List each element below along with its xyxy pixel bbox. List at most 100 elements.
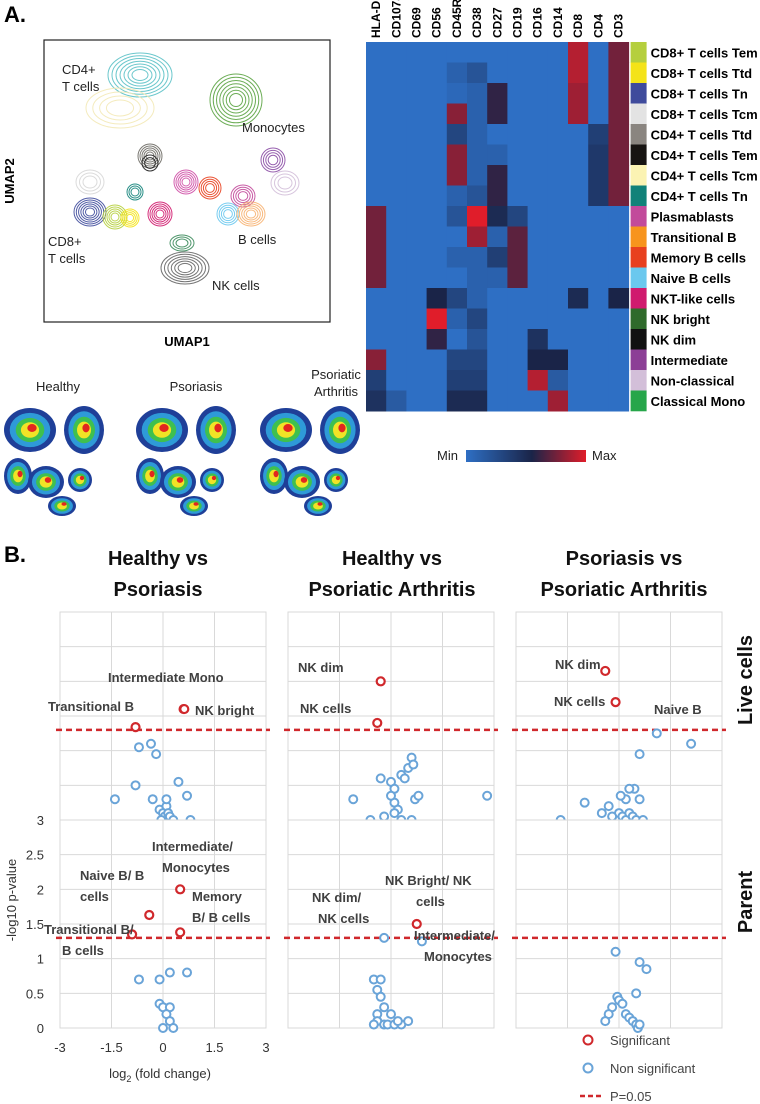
heatmap-cell <box>568 83 589 104</box>
heatmap-cell <box>527 124 549 145</box>
heatmap-cell <box>608 124 630 145</box>
heatmap-cell <box>547 226 569 248</box>
heatmap-marker-cd19: CD19 <box>511 7 525 38</box>
heatmap-marker-cd4: CD4 <box>591 14 605 38</box>
heatmap-cell <box>507 288 529 309</box>
y-tick-label: 1.5 <box>26 917 44 932</box>
point-nonsignificant <box>408 759 419 770</box>
heatmap-row-swatch <box>630 247 647 268</box>
point-significant <box>610 697 621 708</box>
point-nonsignificant <box>164 967 175 978</box>
point-nonsignificant <box>133 974 144 985</box>
heatmap-cell <box>426 206 448 227</box>
heatmap-cell <box>487 124 508 145</box>
point-nonsignificant <box>133 742 144 753</box>
point-significant <box>130 721 141 733</box>
row-label-parent: Parent <box>735 871 757 934</box>
heatmap-cell <box>527 308 549 330</box>
annot-pvpsa-nk-dim: NK dim <box>555 657 601 672</box>
heatmap-cell <box>467 390 488 412</box>
heatmap-cell <box>568 144 589 166</box>
point-nonsignificant <box>389 808 400 819</box>
heatmap-cell <box>446 144 468 166</box>
heatmap-row-label: Non-classical <box>651 374 735 389</box>
annot-naive-b-line2: cells <box>80 889 109 904</box>
heatmap-cell <box>426 267 448 289</box>
heatmap-cell <box>446 185 468 207</box>
heatmap-cell <box>487 185 508 207</box>
heatmap-cell <box>446 370 468 391</box>
heatmap-cell <box>366 144 387 166</box>
heatmap-cell <box>588 247 609 268</box>
volcano-plot-6 <box>512 819 726 1033</box>
point-nonsignificant <box>624 783 635 794</box>
heatmap-cell <box>588 370 609 391</box>
heatmap-cell <box>366 185 387 207</box>
point-nonsignificant <box>641 964 652 975</box>
heatmap-cell <box>507 103 529 125</box>
point-nonsignificant <box>182 790 193 801</box>
heatmap-cell <box>608 349 630 371</box>
heatmap-cell <box>426 165 448 186</box>
heatmap-cell <box>406 144 428 166</box>
heatmap-cell <box>426 288 448 309</box>
heatmap-cell <box>406 226 428 248</box>
heatmap-cell <box>467 206 488 227</box>
point-nonsignificant <box>634 749 645 760</box>
heatmap-row-label: CD8+ T cells Tn <box>651 87 748 102</box>
heatmap-cell <box>406 288 428 309</box>
heatmap-cell <box>588 185 609 207</box>
heatmap-cell <box>588 206 609 227</box>
annot-memory-b-line2: B/ B cells <box>192 910 251 925</box>
heatmap-cell <box>406 308 428 330</box>
heatmap-cell <box>406 42 428 63</box>
col-title-1-line1: Healthy vs <box>108 548 208 570</box>
heatmap-cell <box>426 62 448 84</box>
heatmap-cell <box>588 226 609 248</box>
heatmap-cell <box>568 247 589 268</box>
heatmap-cell <box>487 206 508 227</box>
point-nonsignificant <box>600 1016 611 1027</box>
heatmap-cell <box>467 370 488 391</box>
x-tick-label: 0 <box>159 1040 166 1055</box>
heatmap-cell <box>608 62 630 84</box>
heatmap-cell <box>386 42 407 63</box>
heatmap-cell <box>487 370 508 391</box>
heatmap-cell <box>588 83 609 104</box>
heatmap-cell <box>527 247 549 268</box>
heatmap-cell <box>608 185 630 207</box>
heatmap-marker-cd3: CD3 <box>612 14 626 38</box>
heatmap-row-label: NK dim <box>651 333 697 348</box>
heatmap-cell <box>366 329 387 350</box>
heatmap-cell <box>386 308 407 330</box>
heatmap-cell <box>386 103 407 125</box>
heatmap-cell <box>487 390 508 412</box>
heatmap-cell <box>527 42 549 63</box>
point-nonsignificant <box>386 790 396 801</box>
heatmap-cell <box>547 124 569 145</box>
point-nonsignificant <box>379 811 390 822</box>
heatmap-cell <box>527 288 549 309</box>
heatmap-cell <box>507 308 529 330</box>
heatmap-cell <box>608 226 630 248</box>
heatmap-cell <box>426 390 448 412</box>
y-tick-label: 2.5 <box>26 848 44 863</box>
heatmap-cell <box>588 329 609 350</box>
heatmap-cell <box>406 267 428 289</box>
point-significant <box>144 909 155 921</box>
point-nonsignificant <box>615 790 626 801</box>
heatmap-cell <box>547 349 569 371</box>
heatmap-row-label: CD8+ T cells Ttd <box>651 66 753 81</box>
umap-xlabel: UMAP1 <box>164 334 210 349</box>
density-title-psa-line2: Arthritis <box>314 384 359 399</box>
heatmap-cell <box>426 308 448 330</box>
heatmap-cell <box>568 62 589 84</box>
x-tick-label: -3 <box>54 1040 66 1055</box>
heatmap-row-label: CD4+ T cells Ttd <box>651 128 753 143</box>
heatmap-cell <box>547 165 569 186</box>
heatmap-cell <box>406 165 428 186</box>
heatmap-cell <box>386 247 407 268</box>
point-nonsignificant <box>368 1019 379 1030</box>
heatmap-cell <box>547 288 569 309</box>
